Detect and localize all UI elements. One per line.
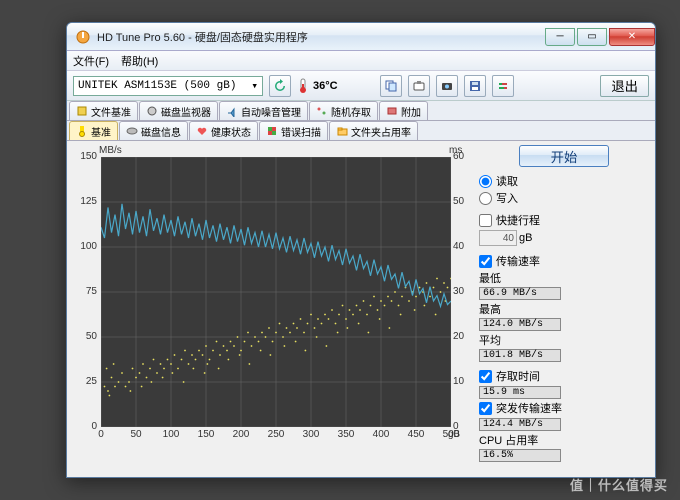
copy-button[interactable] (380, 75, 402, 97)
app-window: HD Tune Pro 5.60 - 硬盘/固态硬盘实用程序 ─ ▭ ✕ 文件(… (66, 22, 656, 478)
tabs-row-1: 文件基准 磁盘监视器 自动噪音管理 随机存取 附加 (67, 101, 655, 121)
shortstroke-input[interactable] (479, 230, 517, 246)
chevron-down-icon: ▾ (251, 79, 258, 93)
content: 0255075100125150010203040506005010015020… (67, 141, 655, 477)
write-label: 写入 (496, 190, 518, 206)
access-check[interactable] (479, 370, 492, 383)
burst-label: 突发传输速率 (496, 400, 562, 416)
tab-folder-usage[interactable]: 文件夹占用率 (329, 121, 418, 140)
tab-error-scan[interactable]: 错误扫描 (259, 121, 328, 140)
cpu-value: 16.5% (479, 449, 561, 462)
write-radio[interactable] (479, 192, 492, 205)
camera-button[interactable] (436, 75, 458, 97)
benchmark-chart: 0255075100125150010203040506005010015020… (73, 145, 473, 455)
burst-check[interactable] (479, 402, 492, 415)
close-button[interactable]: ✕ (609, 28, 655, 46)
tab-aam[interactable]: 自动噪音管理 (219, 101, 308, 120)
side-panel: 开始 读取 写入 快捷行程 gB 传输速率 最低66.9 MB/s 最高124.… (477, 141, 655, 477)
chart-area: 0255075100125150010203040506005010015020… (67, 141, 477, 477)
drive-select[interactable]: UNITEK ASM1153E (500 gB) ▾ (73, 76, 263, 96)
settings-button[interactable] (492, 75, 514, 97)
tab-info[interactable]: 磁盘信息 (119, 121, 188, 140)
exit-button[interactable]: 退出 (600, 75, 649, 97)
tabs-row-2: 基准 磁盘信息 健康状态 错误扫描 文件夹占用率 (67, 121, 655, 141)
tab-file-benchmark[interactable]: 文件基准 (69, 101, 138, 120)
max-label: 最高 (479, 301, 649, 317)
transfer-check[interactable] (479, 255, 492, 268)
menu-file[interactable]: 文件(F) (73, 53, 109, 69)
menubar: 文件(F) 帮助(H) (67, 51, 655, 71)
read-label: 读取 (496, 173, 518, 189)
toolbar: UNITEK ASM1153E (500 gB) ▾ 36°C 退出 (67, 71, 655, 101)
save-button[interactable] (464, 75, 486, 97)
tab-health[interactable]: 健康状态 (189, 121, 258, 140)
cpu-label: CPU 占用率 (479, 432, 649, 448)
temperature-value: 36°C (313, 80, 338, 92)
window-title: HD Tune Pro 5.60 - 硬盘/固态硬盘实用程序 (97, 29, 543, 45)
titlebar[interactable]: HD Tune Pro 5.60 - 硬盘/固态硬盘实用程序 ─ ▭ ✕ (67, 23, 655, 51)
shortstroke-check[interactable] (479, 214, 492, 227)
tab-disk-monitor[interactable]: 磁盘监视器 (139, 101, 218, 120)
avg-value: 101.8 MB/s (479, 349, 561, 362)
minimize-button[interactable]: ─ (545, 28, 575, 46)
avg-label: 平均 (479, 332, 649, 348)
screenshot-button[interactable] (408, 75, 430, 97)
refresh-button[interactable] (269, 75, 291, 97)
thermometer-icon (297, 78, 309, 94)
tab-benchmark[interactable]: 基准 (69, 121, 118, 140)
transfer-label: 传输速率 (496, 253, 540, 269)
min-label: 最低 (479, 270, 649, 286)
shortstroke-label: 快捷行程 (496, 212, 540, 228)
tab-extra[interactable]: 附加 (379, 101, 428, 120)
access-value: 15.9 ms (479, 386, 561, 399)
drive-select-value: UNITEK ASM1153E (500 gB) (78, 80, 236, 92)
watermark: 值｜什么值得买 (570, 475, 668, 494)
start-button[interactable]: 开始 (519, 145, 609, 167)
menu-help[interactable]: 帮助(H) (121, 53, 158, 69)
maximize-button[interactable]: ▭ (577, 28, 607, 46)
access-label: 存取时间 (496, 368, 540, 384)
shortstroke-unit: gB (519, 232, 532, 244)
min-value: 66.9 MB/s (479, 287, 561, 300)
temperature-display: 36°C (297, 78, 338, 94)
read-radio[interactable] (479, 175, 492, 188)
burst-value: 124.4 MB/s (479, 418, 561, 431)
max-value: 124.0 MB/s (479, 318, 561, 331)
app-icon (75, 29, 91, 45)
tab-random-access[interactable]: 随机存取 (309, 101, 378, 120)
